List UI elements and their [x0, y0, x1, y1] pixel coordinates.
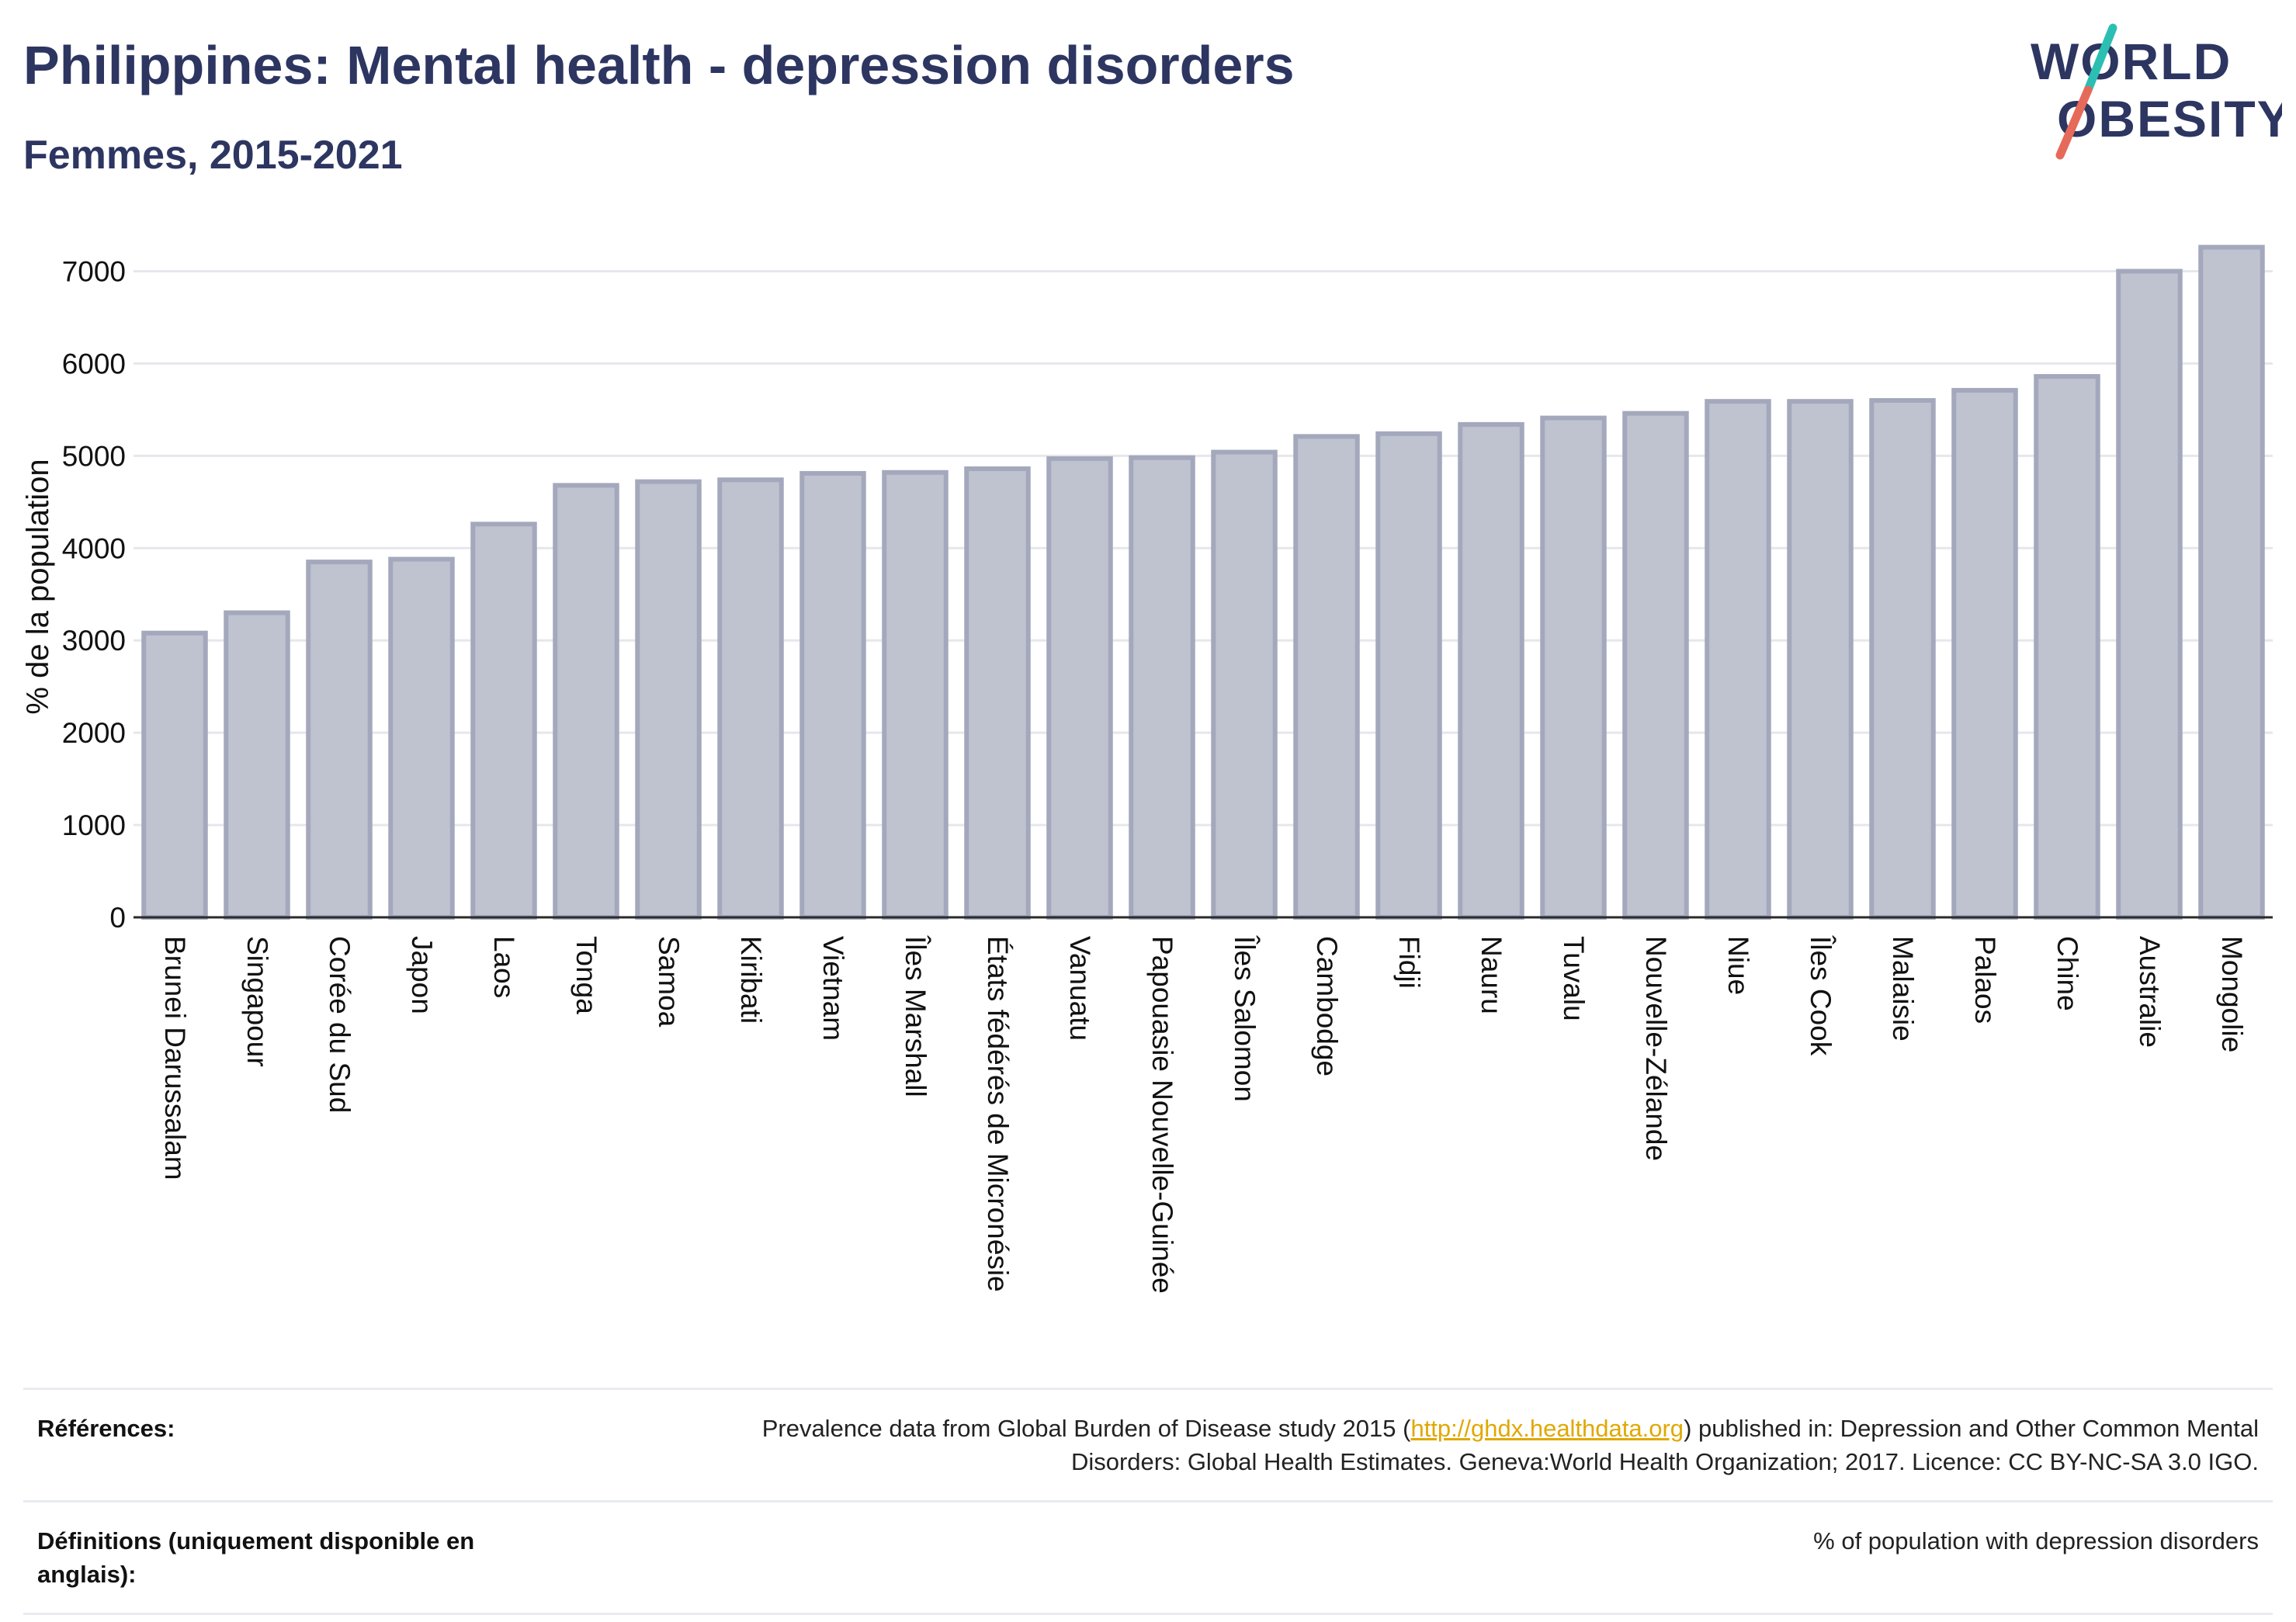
bar	[1622, 411, 1689, 920]
references-text-before: Prevalence data from Global Burden of Di…	[761, 1415, 1411, 1442]
bar	[1787, 399, 1854, 920]
x-tick-label: Îles Cook	[1805, 935, 1836, 1056]
x-tick-label: Corée du Sud	[324, 936, 355, 1113]
y-tick-labels: 0 1000 2000 3000 4000 5000 6000 7000	[62, 255, 126, 934]
bar	[2116, 269, 2183, 920]
logo-slash-teal	[2083, 23, 2117, 95]
y-tick-label: 1000	[62, 809, 126, 841]
x-tick-label: Niue	[1722, 936, 1754, 995]
references-row: Références: Prevalence data from Global …	[23, 1388, 2273, 1500]
x-tick-label: Samoa	[653, 936, 685, 1028]
bar	[799, 470, 866, 920]
x-tick-label: Cambodge	[1311, 936, 1343, 1076]
x-tick-label: États fédérés de Micronésie	[982, 936, 1014, 1292]
x-tick-label: Japon	[406, 936, 438, 1014]
bar	[2198, 244, 2265, 920]
bars-layer	[141, 244, 2265, 920]
references-text: Prevalence data from Global Burden of Di…	[660, 1412, 2259, 1478]
bar	[1951, 387, 2018, 920]
x-tick-labels: Brunei Darussalam Singapour Corée du Sud Ja…	[159, 935, 2248, 1294]
bar	[306, 560, 373, 920]
definitions-label: Définitions (uniquement disponible en an…	[37, 1527, 475, 1588]
x-tick-label: Singapour	[241, 936, 273, 1067]
bar	[1375, 431, 1442, 920]
x-tick-label: Malaisie	[1887, 936, 1919, 1041]
x-tick-label: Australie	[2134, 936, 2166, 1048]
x-tick-label: Vietnam	[817, 936, 849, 1041]
bar	[1540, 415, 1607, 920]
bar	[1129, 455, 1195, 920]
y-tick-label: 3000	[62, 625, 126, 657]
x-tick-label: Kiribati	[735, 936, 767, 1024]
y-tick-label: 7000	[62, 255, 126, 287]
world-obesity-logo: WORLD OBESITY	[2031, 23, 2282, 160]
bar	[717, 477, 784, 920]
bar	[1046, 456, 1113, 920]
bar	[470, 522, 537, 920]
x-tick-label: Vanuatu	[1064, 936, 1096, 1041]
bar-chart: 0 1000 2000 3000 4000 5000 6000 7000 Brunei Dar…	[21, 244, 2273, 1294]
x-tick-label: Tuvalu	[1558, 936, 1590, 1021]
bar	[388, 556, 455, 920]
x-tick-label: Tonga	[571, 936, 602, 1014]
x-tick-label: Mongolie	[2216, 936, 2248, 1052]
bar	[141, 630, 208, 920]
x-tick-label: Brunei Darussalam	[159, 936, 191, 1180]
x-tick-label: Nouvelle-Zélande	[1640, 936, 1672, 1161]
bar	[224, 610, 290, 920]
x-tick-label: Palaos	[1969, 936, 2001, 1024]
logo-slash-coral	[2055, 85, 2093, 160]
x-tick-label: Îles Marshall	[900, 935, 931, 1097]
definitions-text: % of population with depression disorder…	[1813, 1527, 2259, 1554]
x-tick-label: Laos	[488, 936, 520, 998]
y-tick-label: 2000	[62, 717, 126, 749]
x-tick-label: Nauru	[1476, 936, 1507, 1014]
bar	[1293, 434, 1360, 920]
chart-subtitle: Femmes, 2015-2021	[23, 133, 403, 178]
y-tick-label: 5000	[62, 440, 126, 472]
y-tick-label: 0	[109, 902, 126, 934]
y-tick-label: 4000	[62, 532, 126, 564]
x-tick-label: Chine	[2051, 936, 2083, 1011]
logo-line2: OBESITY	[2057, 90, 2282, 147]
footer-table: Références: Prevalence data from Global …	[23, 1388, 2273, 1615]
y-tick-label: 6000	[62, 348, 126, 380]
bar	[882, 470, 949, 920]
x-tick-label: Fidji	[1393, 936, 1425, 989]
x-tick-label: Îles Salomon	[1229, 935, 1261, 1102]
references-text-after: ) published in: Depression and Other Com…	[1070, 1415, 2259, 1475]
bar	[2034, 374, 2100, 920]
bar	[1458, 421, 1524, 920]
bar	[1869, 397, 1936, 920]
x-tick-label: Papouasie Nouvelle-Guinée	[1146, 936, 1178, 1294]
references-link[interactable]: http://ghdx.healthdata.org	[1410, 1415, 1684, 1442]
bar	[553, 483, 619, 920]
definitions-row: Définitions (uniquement disponible en an…	[23, 1500, 2273, 1615]
y-axis-label: % de la population	[21, 459, 55, 714]
chart-title: Philippines: Mental health - depression …	[23, 35, 1295, 95]
references-label: Références:	[37, 1415, 175, 1442]
bar	[635, 479, 702, 920]
bar	[964, 466, 1031, 920]
bar	[1211, 449, 1278, 920]
bar	[1705, 399, 1771, 920]
logo-line1: WORLD	[2031, 33, 2232, 90]
